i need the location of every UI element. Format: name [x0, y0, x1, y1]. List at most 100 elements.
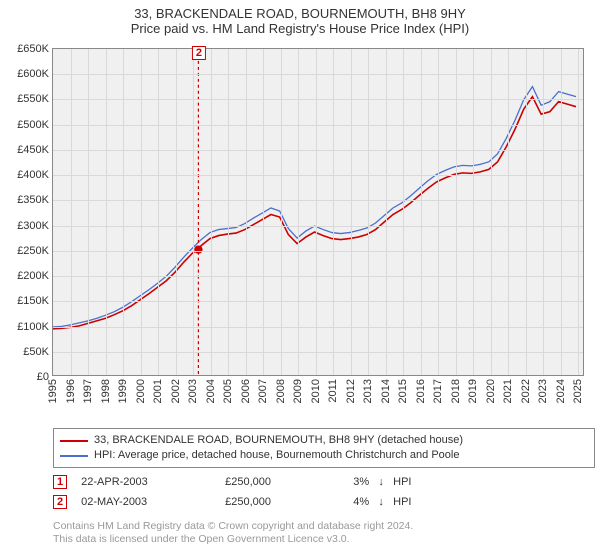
chart-title-line2: Price paid vs. HM Land Registry's House … [0, 21, 600, 36]
x-tick-label: 2010 [310, 375, 322, 403]
x-tick-label: 2009 [292, 375, 304, 403]
x-tick-label: 2004 [205, 375, 217, 403]
gridline-v [176, 49, 177, 375]
footer-line1: Contains HM Land Registry data © Crown c… [53, 520, 413, 533]
gridline-h [53, 327, 583, 328]
y-tick-label: £400K [0, 169, 53, 181]
x-tick-label: 2002 [170, 375, 182, 403]
gridline-v [578, 49, 579, 375]
sales-tag: HPI [393, 476, 433, 488]
gridline-v [351, 49, 352, 375]
gridline-h [53, 226, 583, 227]
gridline-v [298, 49, 299, 375]
gridline-v [71, 49, 72, 375]
legend-swatch [60, 440, 88, 442]
x-tick-label: 2016 [415, 375, 427, 403]
gridline-v [526, 49, 527, 375]
gridline-v [561, 49, 562, 375]
x-tick-label: 2025 [572, 375, 584, 403]
sales-price: £250,000 [225, 496, 325, 508]
chart-title-block: 33, BRACKENDALE ROAD, BOURNEMOUTH, BH8 9… [0, 0, 600, 36]
x-tick-label: 2019 [467, 375, 479, 403]
sales-arrow-icon: ↓ [373, 476, 389, 488]
x-tick-label: 2020 [485, 375, 497, 403]
x-tick-label: 2012 [345, 375, 357, 403]
gridline-v [88, 49, 89, 375]
gridline-v [421, 49, 422, 375]
event-label: 2 [192, 46, 206, 60]
plot-area: £0£50K£100K£150K£200K£250K£300K£350K£400… [52, 48, 584, 376]
y-tick-label: £250K [0, 245, 53, 257]
sales-row: 122-APR-2003£250,0003%↓HPI [53, 472, 433, 492]
gridline-v [263, 49, 264, 375]
gridline-h [53, 200, 583, 201]
y-tick-label: £500K [0, 119, 53, 131]
y-tick-label: £100K [0, 321, 53, 333]
x-tick-label: 1997 [82, 375, 94, 403]
x-tick-label: 2003 [187, 375, 199, 403]
legend-row: 33, BRACKENDALE ROAD, BOURNEMOUTH, BH8 9… [60, 433, 588, 448]
footer-text: Contains HM Land Registry data © Crown c… [53, 520, 413, 546]
sales-tag: HPI [393, 496, 433, 508]
gridline-v [386, 49, 387, 375]
x-tick-label: 1995 [47, 375, 59, 403]
legend-box: 33, BRACKENDALE ROAD, BOURNEMOUTH, BH8 9… [53, 428, 595, 468]
y-tick-label: £300K [0, 220, 53, 232]
gridline-h [53, 99, 583, 100]
x-tick-label: 2015 [397, 375, 409, 403]
x-tick-label: 2006 [240, 375, 252, 403]
y-tick-label: £200K [0, 270, 53, 282]
x-tick-label: 2014 [380, 375, 392, 403]
gridline-v [106, 49, 107, 375]
sales-row: 202-MAY-2003£250,0004%↓HPI [53, 492, 433, 512]
gridline-v [456, 49, 457, 375]
x-tick-label: 2001 [152, 375, 164, 403]
gridline-v [246, 49, 247, 375]
sales-pct: 3% [329, 476, 369, 488]
x-tick-label: 2018 [450, 375, 462, 403]
sales-arrow-icon: ↓ [373, 496, 389, 508]
x-tick-label: 2022 [520, 375, 532, 403]
chart-title-line1: 33, BRACKENDALE ROAD, BOURNEMOUTH, BH8 9… [0, 6, 600, 21]
chart-container: 33, BRACKENDALE ROAD, BOURNEMOUTH, BH8 9… [0, 0, 600, 560]
sales-price: £250,000 [225, 476, 325, 488]
gridline-v [316, 49, 317, 375]
legend-label: 33, BRACKENDALE ROAD, BOURNEMOUTH, BH8 9… [94, 433, 463, 448]
footer-line2: This data is licensed under the Open Gov… [53, 533, 413, 546]
gridline-v [491, 49, 492, 375]
sales-marker: 2 [53, 495, 67, 509]
event-marker [194, 245, 202, 253]
gridline-v [473, 49, 474, 375]
x-tick-label: 2005 [222, 375, 234, 403]
gridline-h [53, 150, 583, 151]
gridline-v [141, 49, 142, 375]
gridline-v [158, 49, 159, 375]
gridline-v [508, 49, 509, 375]
x-tick-label: 2017 [432, 375, 444, 403]
x-tick-label: 2007 [257, 375, 269, 403]
gridline-v [123, 49, 124, 375]
gridline-v [281, 49, 282, 375]
y-tick-label: £350K [0, 194, 53, 206]
series-hpi [53, 87, 576, 327]
gridline-h [53, 175, 583, 176]
gridline-h [53, 251, 583, 252]
x-tick-label: 1999 [117, 375, 129, 403]
y-tick-label: £0 [0, 371, 53, 383]
sales-marker: 1 [53, 475, 67, 489]
gridline-v [403, 49, 404, 375]
x-tick-label: 2023 [537, 375, 549, 403]
gridline-h [53, 276, 583, 277]
x-tick-label: 2024 [555, 375, 567, 403]
legend-row: HPI: Average price, detached house, Bour… [60, 448, 588, 463]
gridline-h [53, 74, 583, 75]
y-tick-label: £650K [0, 43, 53, 55]
x-tick-label: 1998 [100, 375, 112, 403]
x-tick-label: 2011 [327, 375, 339, 403]
gridline-v [228, 49, 229, 375]
gridline-v [543, 49, 544, 375]
y-tick-label: £450K [0, 144, 53, 156]
x-tick-label: 2008 [275, 375, 287, 403]
sales-table: 122-APR-2003£250,0003%↓HPI202-MAY-2003£2… [53, 472, 433, 512]
gridline-v [368, 49, 369, 375]
